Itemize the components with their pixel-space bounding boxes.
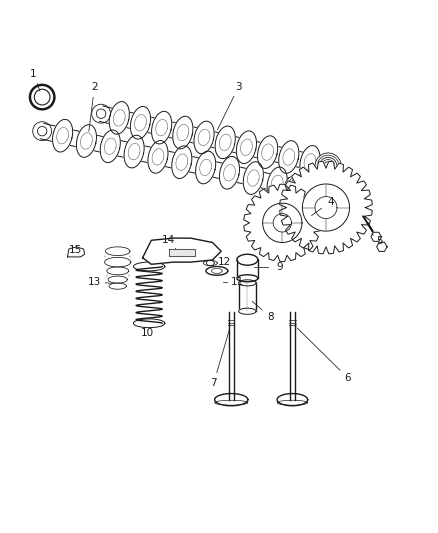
- Polygon shape: [194, 121, 214, 154]
- Polygon shape: [377, 243, 387, 252]
- Polygon shape: [277, 400, 307, 405]
- Polygon shape: [290, 312, 295, 400]
- Polygon shape: [152, 111, 172, 144]
- Polygon shape: [40, 124, 299, 196]
- Polygon shape: [273, 214, 291, 232]
- Polygon shape: [244, 184, 321, 261]
- Circle shape: [315, 153, 341, 179]
- Polygon shape: [243, 161, 263, 195]
- Polygon shape: [134, 319, 165, 328]
- Polygon shape: [109, 102, 129, 134]
- Polygon shape: [315, 197, 337, 219]
- Polygon shape: [206, 261, 214, 265]
- Polygon shape: [237, 275, 258, 282]
- Polygon shape: [215, 126, 235, 159]
- Text: 9: 9: [276, 262, 283, 272]
- Polygon shape: [124, 135, 144, 168]
- Text: 15: 15: [69, 245, 82, 255]
- Polygon shape: [237, 131, 257, 164]
- Polygon shape: [172, 146, 192, 179]
- Polygon shape: [267, 167, 287, 200]
- Polygon shape: [239, 280, 256, 286]
- Text: 8: 8: [267, 312, 273, 322]
- Polygon shape: [53, 119, 73, 152]
- Circle shape: [285, 175, 311, 201]
- Polygon shape: [258, 136, 278, 168]
- Text: 12: 12: [218, 257, 231, 267]
- Text: 10: 10: [141, 328, 154, 338]
- Text: 7: 7: [210, 378, 217, 388]
- Polygon shape: [215, 393, 248, 406]
- Text: 1: 1: [30, 69, 37, 78]
- Polygon shape: [300, 146, 320, 178]
- Text: 4: 4: [327, 197, 334, 207]
- Polygon shape: [215, 400, 248, 405]
- Polygon shape: [239, 283, 256, 311]
- Polygon shape: [280, 161, 372, 254]
- Text: 14: 14: [162, 235, 175, 245]
- Polygon shape: [67, 247, 85, 257]
- Polygon shape: [131, 107, 151, 139]
- Polygon shape: [206, 266, 228, 275]
- Polygon shape: [229, 312, 233, 400]
- Polygon shape: [371, 232, 381, 241]
- Polygon shape: [219, 157, 240, 189]
- Polygon shape: [169, 249, 195, 256]
- Polygon shape: [173, 116, 193, 149]
- Polygon shape: [212, 268, 222, 273]
- Polygon shape: [239, 308, 256, 314]
- Text: 13: 13: [88, 277, 101, 287]
- Polygon shape: [108, 276, 127, 283]
- Polygon shape: [196, 151, 215, 184]
- Polygon shape: [203, 261, 217, 265]
- Polygon shape: [106, 247, 130, 256]
- Polygon shape: [99, 106, 330, 174]
- Polygon shape: [100, 130, 120, 163]
- Polygon shape: [107, 267, 129, 275]
- Polygon shape: [237, 254, 258, 265]
- Text: 6: 6: [345, 373, 351, 383]
- Text: 2: 2: [91, 82, 98, 92]
- Polygon shape: [279, 141, 299, 173]
- Polygon shape: [134, 262, 165, 271]
- Polygon shape: [148, 141, 168, 173]
- Polygon shape: [109, 283, 127, 289]
- Polygon shape: [263, 203, 302, 243]
- Text: 5: 5: [376, 236, 383, 246]
- Polygon shape: [302, 184, 350, 231]
- Polygon shape: [143, 238, 221, 264]
- Polygon shape: [76, 125, 96, 157]
- Text: 3: 3: [235, 82, 242, 92]
- Polygon shape: [105, 257, 131, 267]
- Text: 11: 11: [231, 277, 244, 287]
- Polygon shape: [277, 393, 307, 406]
